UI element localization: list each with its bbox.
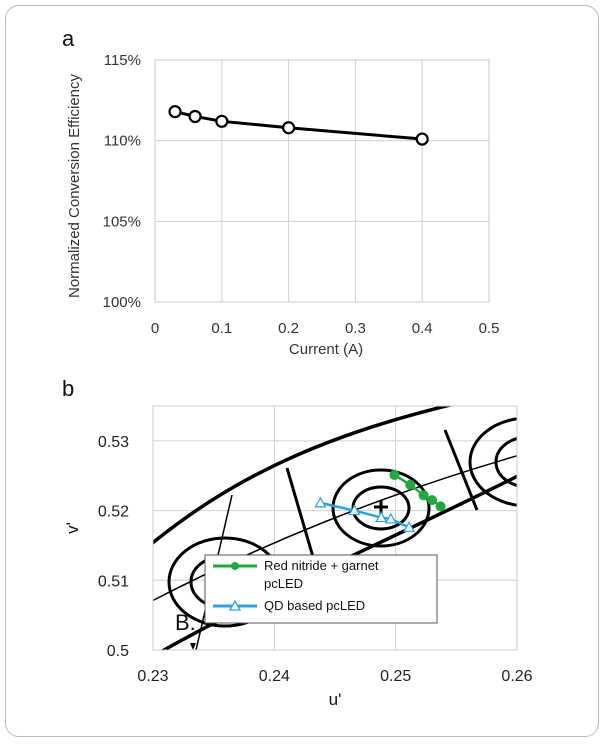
series-a	[168, 105, 429, 146]
band-upper-edge	[153, 406, 454, 545]
y-tick-label-b: 0.52	[98, 504, 129, 521]
x-tick-label-b: 0.23	[137, 668, 168, 685]
annotation-b: B.	[175, 610, 196, 635]
legend-b: Red nitride + garnet pcLED QD based pcLE…	[204, 554, 438, 624]
data-point-blue	[402, 521, 416, 532]
annotation-pointer	[190, 643, 196, 650]
data-point-blue	[314, 496, 327, 508]
isotemp-line-2	[443, 429, 479, 511]
legend-label-qd: QD based pcLED	[264, 598, 365, 613]
data-point-a	[188, 109, 202, 124]
data-point-green	[427, 495, 438, 506]
data-point-a	[415, 132, 429, 146]
macadam-ellipse-outer	[331, 468, 431, 548]
data-point-a	[168, 105, 182, 119]
y-tick-label-a: 105%	[103, 213, 141, 230]
right-ellipse-inner	[494, 436, 517, 488]
y-tick-label-b: 0.53	[98, 434, 129, 451]
plot-area-a	[154, 59, 490, 303]
data-point-a	[282, 121, 296, 135]
x-tick-label-a: 0.4	[412, 320, 433, 337]
x-axis-title-b: u'	[329, 690, 342, 709]
data-point-blue	[375, 511, 388, 523]
data-point-blue	[384, 512, 397, 524]
right-ellipse-outer	[468, 417, 517, 507]
legend-label-red-nitride-line2: pcLED	[264, 576, 303, 591]
data-point-green	[405, 479, 416, 490]
data-point-green	[435, 501, 446, 512]
panel-letter-b: b	[62, 376, 74, 401]
chart-a: a 0 0.1 0.2 0.3 0.4 0.5 100% 105% 110% 115% Curre…	[62, 26, 499, 358]
x-tick-label-a: 0.5	[479, 320, 500, 337]
y-tick-label-a: 115%	[104, 52, 141, 69]
x-tick-label-a: 0.2	[278, 320, 299, 337]
y-axis-title-b: v'	[63, 522, 82, 534]
tick-labels-b: 0.23 0.24 0.25 0.26 0.5 0.51 0.52 0.53	[98, 434, 533, 685]
legend-marker-blue	[228, 599, 242, 611]
y-tick-label-a: 110%	[104, 133, 141, 150]
x-tick-label-a: 0.1	[211, 320, 232, 337]
series-b	[314, 470, 446, 532]
x-tick-label-b: 0.26	[501, 668, 532, 685]
legend-label-red-nitride-line1: Red nitride + garnet	[264, 558, 379, 573]
x-tick-label-b: 0.24	[259, 668, 290, 685]
x-tick-label-a: 0	[151, 320, 159, 337]
y-tick-label-a: 100%	[103, 294, 141, 311]
panel-letter-a: a	[62, 26, 75, 51]
plot-border-b	[152, 405, 518, 651]
x-tick-label-a: 0.3	[345, 320, 366, 337]
gridlines-a	[155, 60, 489, 302]
data-point-blue	[348, 504, 361, 516]
y-tick-label-b: 0.5	[107, 643, 129, 660]
x-axis-title-a: Current (A)	[289, 341, 363, 358]
tick-labels-a: 0 0.1 0.2 0.3 0.4 0.5 100% 105% 110% 115%	[103, 52, 500, 337]
legend-marker-green	[231, 562, 239, 570]
y-axis-title-a: Normalized Conversion Efficiency	[66, 74, 83, 298]
chart-b: b Red nitride +	[62, 376, 533, 709]
data-point-green	[389, 470, 400, 481]
x-tick-label-b: 0.25	[380, 668, 411, 685]
data-point-green	[418, 490, 429, 501]
data-point-a	[215, 114, 229, 128]
y-tick-label-b: 0.51	[98, 573, 129, 590]
